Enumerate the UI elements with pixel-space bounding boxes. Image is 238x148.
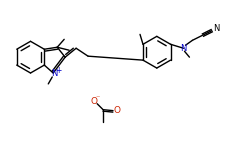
Text: O: O <box>114 106 120 115</box>
Text: O: O <box>91 97 98 106</box>
Text: N: N <box>180 44 187 53</box>
Text: N: N <box>51 70 57 78</box>
Text: +: + <box>55 66 61 75</box>
Text: ⁻: ⁻ <box>96 93 100 102</box>
Text: N: N <box>213 24 219 33</box>
